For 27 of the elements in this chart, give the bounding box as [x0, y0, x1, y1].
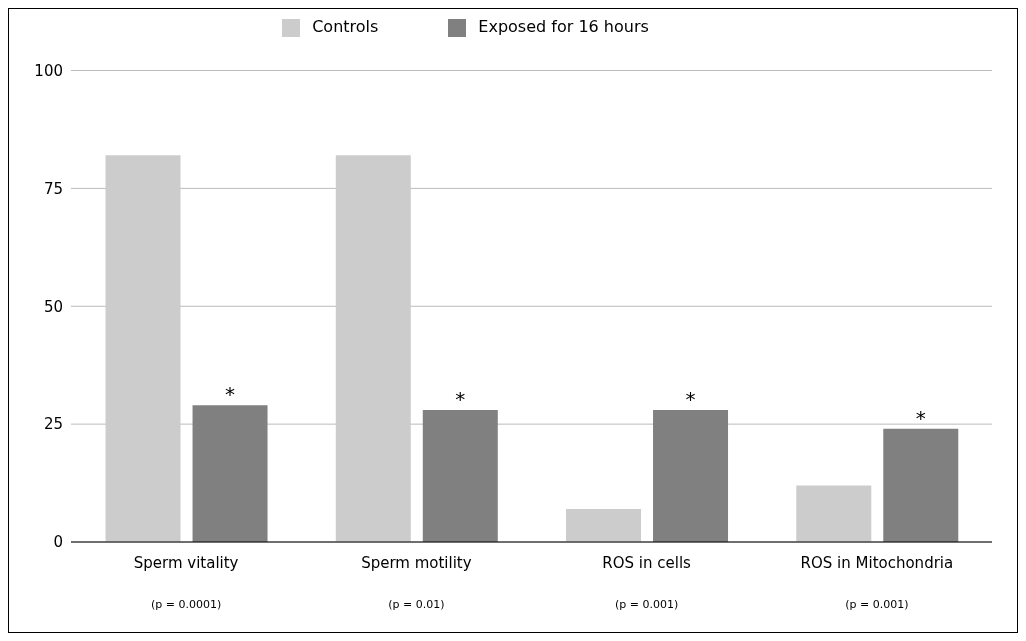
bar [335, 155, 411, 542]
y-tick-label: 50 [43, 297, 63, 316]
bar [796, 485, 872, 542]
y-tick-label: 25 [43, 415, 63, 434]
x-tick-label: ROS in Mitochondria [800, 554, 954, 572]
bar [192, 405, 268, 542]
legend-label: Exposed for 16 hours [478, 17, 649, 36]
x-tick-label: Sperm motility [361, 554, 472, 572]
legend-label: Controls [312, 17, 379, 36]
bar [653, 409, 729, 542]
text: (p = 0.0001) [150, 598, 222, 611]
y-tick-label: 75 [43, 179, 63, 198]
bar [883, 428, 959, 542]
y-tick-label: 100 [34, 61, 63, 80]
bar [422, 409, 498, 542]
y-tick-label: 0 [53, 533, 63, 552]
x-tick-label: ROS in cells [602, 554, 692, 572]
text: (p = 0.001) [845, 598, 909, 611]
bar [566, 509, 642, 542]
annotation: * [455, 386, 466, 411]
text: (p = 0.01) [388, 598, 445, 611]
annotation: * [915, 405, 926, 430]
annotation: * [685, 386, 696, 411]
text: (p = 0.001) [614, 598, 679, 611]
annotation: * [225, 382, 236, 407]
x-tick-label: Sperm vitality [133, 554, 239, 572]
bar [105, 155, 181, 542]
